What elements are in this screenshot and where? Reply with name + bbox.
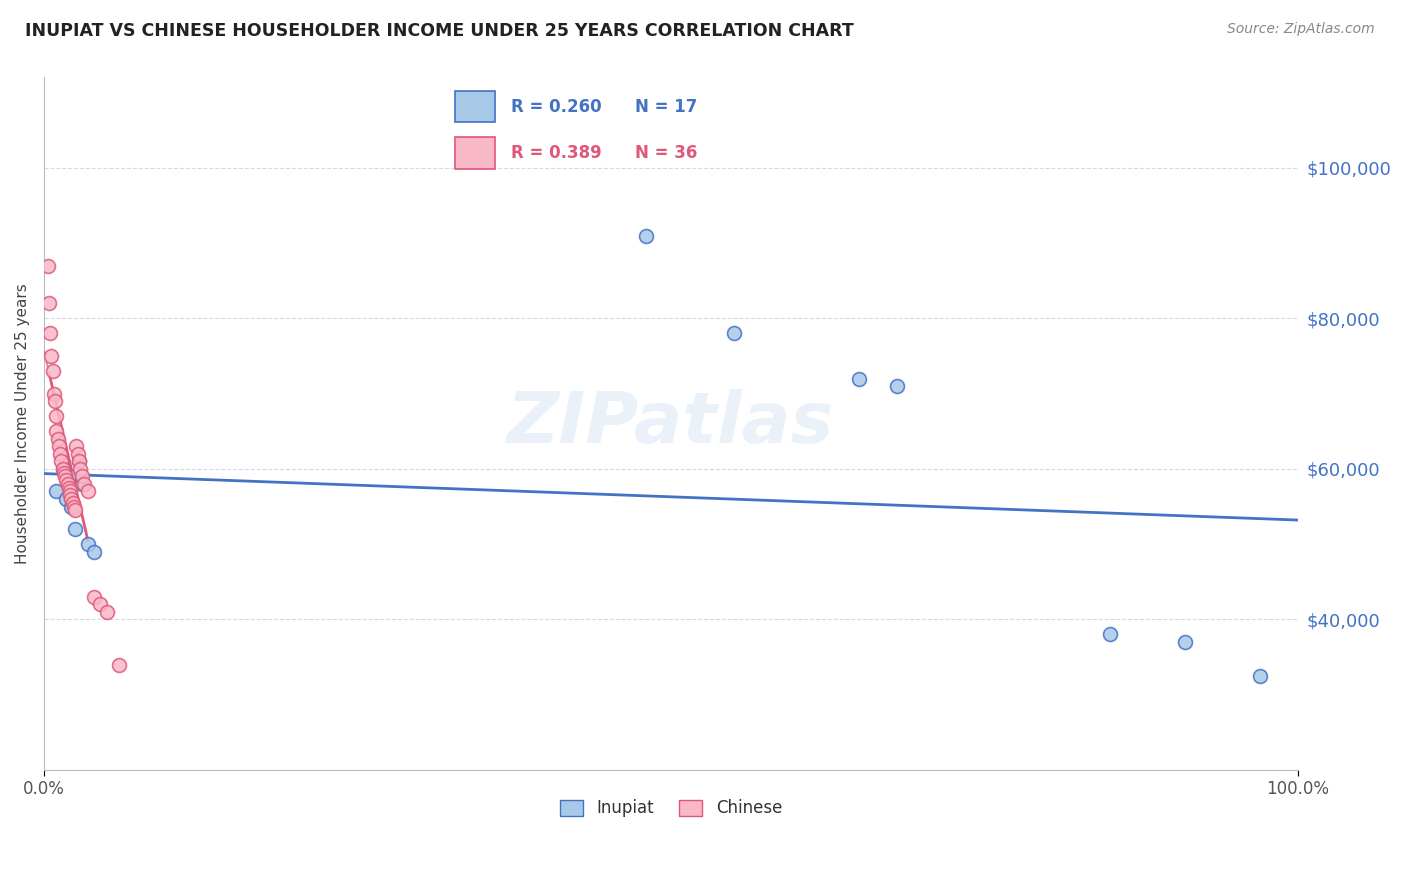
Text: INUPIAT VS CHINESE HOUSEHOLDER INCOME UNDER 25 YEARS CORRELATION CHART: INUPIAT VS CHINESE HOUSEHOLDER INCOME UN… <box>25 22 853 40</box>
Point <box>58 481 80 495</box>
Point <box>96 605 118 619</box>
Point <box>73 477 96 491</box>
Point <box>39 326 62 341</box>
Point <box>65 503 87 517</box>
Y-axis label: Householder Income Under 25 years: Householder Income Under 25 years <box>15 284 30 564</box>
Point <box>634 228 657 243</box>
Point <box>1098 627 1121 641</box>
Point <box>89 598 111 612</box>
Point <box>65 522 87 536</box>
Point <box>56 477 79 491</box>
Point <box>1174 635 1197 649</box>
Point <box>1249 669 1271 683</box>
Point <box>58 469 80 483</box>
Point <box>69 462 91 476</box>
Point <box>60 500 83 514</box>
Point <box>67 454 90 468</box>
Point <box>41 364 63 378</box>
Text: ZIPatlas: ZIPatlas <box>508 389 835 458</box>
Legend: Inupiat, Chinese: Inupiat, Chinese <box>553 793 789 824</box>
Point <box>51 454 73 468</box>
Point <box>65 439 87 453</box>
Point <box>45 409 67 424</box>
Point <box>848 371 870 385</box>
Point <box>49 447 72 461</box>
Point <box>108 657 131 672</box>
Text: N = 36: N = 36 <box>634 144 697 161</box>
Point <box>37 259 59 273</box>
Point <box>52 466 75 480</box>
Text: Source: ZipAtlas.com: Source: ZipAtlas.com <box>1227 22 1375 37</box>
Text: R = 0.389: R = 0.389 <box>510 144 602 161</box>
Point <box>52 462 75 476</box>
Point <box>38 296 60 310</box>
Point <box>45 484 67 499</box>
Point <box>723 326 745 341</box>
Point <box>48 439 70 453</box>
Point <box>42 386 65 401</box>
Point <box>70 477 93 491</box>
FancyBboxPatch shape <box>456 137 495 169</box>
Point <box>66 447 89 461</box>
Point <box>67 454 90 468</box>
Point <box>76 484 98 499</box>
Point <box>886 379 908 393</box>
Point <box>55 491 77 506</box>
Point <box>59 484 82 499</box>
Point <box>83 590 105 604</box>
Point <box>41 349 63 363</box>
Point <box>46 432 69 446</box>
Point <box>62 496 84 510</box>
Point <box>63 500 86 514</box>
Point <box>45 424 67 438</box>
FancyBboxPatch shape <box>456 91 495 122</box>
Point <box>44 394 66 409</box>
Point <box>53 469 76 483</box>
Point <box>55 473 77 487</box>
Point <box>52 462 75 476</box>
Text: R = 0.260: R = 0.260 <box>510 98 602 116</box>
Point <box>76 537 98 551</box>
Point <box>70 469 93 483</box>
Point <box>60 491 83 506</box>
Text: N = 17: N = 17 <box>634 98 697 116</box>
Point <box>83 544 105 558</box>
Point <box>59 488 82 502</box>
